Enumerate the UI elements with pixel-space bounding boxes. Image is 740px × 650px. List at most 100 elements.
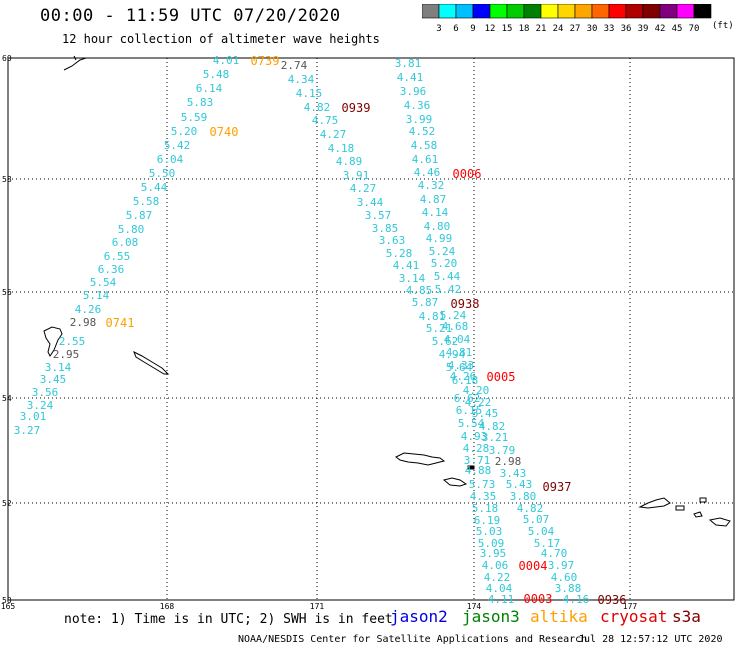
scale-tick-label: 45 [672, 24, 683, 34]
wave-height-label: 3.71 [464, 454, 491, 467]
wave-height-label: 4.04 [486, 582, 513, 595]
wave-height-label: 2.98 [70, 316, 97, 329]
wave-height-label: 3.27 [14, 424, 41, 437]
pass-time-label: 0739 [251, 54, 280, 68]
wave-height-label: 5.14 [83, 289, 110, 302]
wave-height-label: 5.44 [141, 181, 168, 194]
wave-height-label: 4.36 [404, 99, 431, 112]
wave-height-label: 4.93 [461, 430, 488, 443]
wave-height-label: 4.68 [442, 320, 469, 333]
wave-height-label: 4.01 [213, 54, 240, 67]
lon-tick-label: 174 [467, 602, 482, 611]
wave-height-label: 4.20 [463, 384, 490, 397]
coast-near-islands [395, 452, 446, 466]
wave-height-label: 3.21 [482, 431, 509, 444]
coast-kamchatka-tip [63, 55, 87, 71]
pass-time-label: 0006 [453, 167, 482, 181]
lat-tick-label: 50 [2, 596, 12, 605]
wave-height-label: 5.54 [458, 417, 485, 430]
wave-height-label: 5.58 [133, 195, 160, 208]
pass-time-labels: 0739 0740 0741 0939 0938 0937 0936 0006 0005 0004… [106, 54, 627, 607]
wave-height-label: 4.27 [350, 182, 377, 195]
wave-height-label: 4.15 [296, 87, 323, 100]
wave-height-label: 4.35 [470, 490, 497, 503]
wave-height-label: 4.99 [426, 232, 453, 245]
wave-height-label: 5.44 [434, 270, 461, 283]
wave-height-label: 3.63 [379, 234, 406, 247]
wave-height-label: 5.20 [431, 257, 458, 270]
pass-time-label: 0937 [543, 480, 572, 494]
wave-height-label: 4.27 [320, 128, 347, 141]
wave-height-label: 4.87 [420, 193, 447, 206]
wave-height-label: 3.14 [45, 361, 72, 374]
wave-height-label: 5.28 [386, 247, 413, 260]
footer-credit: NOAA/NESDIS Center for Satellite Applica… [238, 634, 588, 645]
wave-height-label: 4.32 [418, 179, 445, 192]
pass-time-label: 0936 [598, 593, 627, 607]
scale-tick-label: 27 [570, 24, 581, 34]
chart-title: 00:00 - 11:59 UTC 07/20/2020 [40, 6, 341, 26]
scale-tick-label: 36 [621, 24, 632, 34]
wave-height-label: 3.91 [343, 169, 370, 182]
wave-height-label: 4.58 [411, 139, 438, 152]
wave-height-label: 3.97 [548, 559, 575, 572]
scale-tick-label: 21 [536, 24, 547, 34]
wave-height-label: 5.62 [432, 335, 459, 348]
coast-rat-islet [467, 465, 475, 470]
wave-height-label: 6.36 [98, 263, 125, 276]
wave-height-label: 4.52 [409, 125, 436, 138]
satellite-legend-cryosat: cryosat [600, 607, 668, 626]
wave-height-label: 3.56 [32, 386, 59, 399]
wave-height-label: 4.16 [563, 593, 590, 606]
scale-tick-label: 70 [689, 24, 700, 34]
wave-height-label: 6.55 [104, 250, 131, 263]
satellite-legend-jason3: jason3 [462, 607, 520, 626]
wave-height-label: 4.82 [304, 101, 331, 114]
wave-height-label: 4.70 [541, 547, 568, 560]
wave-height-label: 3.99 [406, 113, 433, 126]
lon-tick-label: 171 [310, 602, 325, 611]
wave-height-label: 4.11 [488, 593, 515, 606]
wave-height-label: 3.01 [20, 410, 47, 423]
wave-height-label: 4.04 [444, 333, 471, 346]
wave-height-label: 4.82 [517, 502, 544, 515]
footer-timestamp: Jul 28 12:57:12 UTC 2020 [578, 634, 723, 645]
lon-tick-label: 177 [623, 602, 638, 611]
wave-height-label: 4.80 [424, 220, 451, 233]
satellite-legend-s3a: s3a [672, 607, 701, 626]
wave-height-label: 5.80 [118, 223, 145, 236]
wave-height-label: 6.04 [157, 153, 184, 166]
lat-tick-label: 58 [2, 175, 12, 184]
wave-height-label: 6.14 [196, 82, 223, 95]
wave-height-label: 5.18 [472, 502, 499, 515]
wave-height-label: 3.88 [555, 582, 582, 595]
wave-height-label: 3.81 [395, 57, 422, 70]
lon-tick-label: 168 [160, 602, 175, 611]
wave-height-label: 4.88 [465, 464, 492, 477]
scale-tick-label: 42 [655, 24, 666, 34]
wave-height-label: 6.18 [452, 374, 479, 387]
wave-height-label: 4.82 [479, 420, 506, 433]
wave-height-label: 5.24 [429, 245, 456, 258]
satellite-tracks: 4.015.486.145.835.595.205.426.045.505.44… [14, 54, 590, 606]
wave-height-label: 6.15 [456, 404, 483, 417]
pass-time-label: 0005 [487, 370, 516, 384]
wave-height-label: 4.81 [419, 310, 446, 323]
scale-tick-label: 6 [453, 24, 458, 34]
color-scale: 3 6 9 12 15 18 21 24 27 30 33 36 39 42 45 70 [422, 4, 712, 34]
wave-height-label: 4.34 [288, 73, 315, 86]
pass-time-label: 0939 [342, 101, 371, 115]
wave-height-label: 5.83 [187, 96, 214, 109]
wave-height-label: 5.07 [523, 513, 550, 526]
wave-height-label: 5.87 [412, 296, 439, 309]
scale-tick-label: 30 [587, 24, 598, 34]
wave-height-label: 4.33 [448, 359, 475, 372]
wave-height-label: 4.94 [439, 348, 466, 361]
wave-height-label: 5.09 [478, 537, 505, 550]
scale-tick-label: 3 [436, 24, 441, 34]
wave-height-label: 3.57 [365, 209, 392, 222]
wave-height-label: 4.81 [446, 346, 473, 359]
wave-height-label: 3.43 [500, 467, 527, 480]
